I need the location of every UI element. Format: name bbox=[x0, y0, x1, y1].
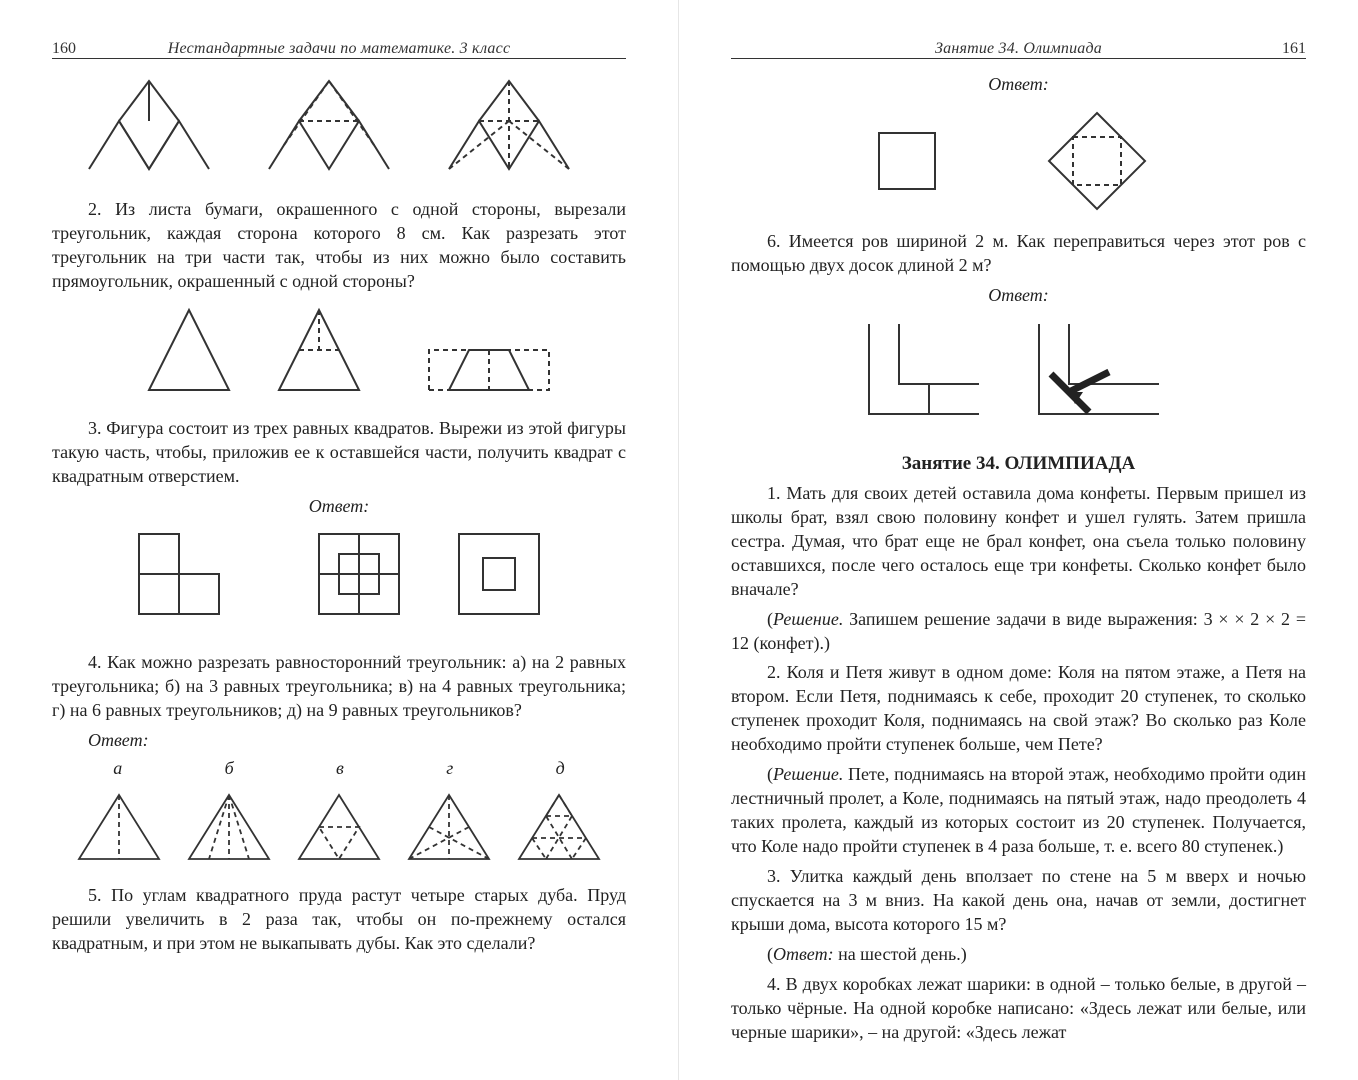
olymp-3: 3. Улитка каждый день вползает по стене … bbox=[731, 865, 1306, 937]
fig2-svg bbox=[109, 300, 569, 400]
triangle-labels: а б в г д bbox=[62, 757, 616, 781]
problem-4: 4. Как можно разрезать равносторонний тр… bbox=[52, 651, 626, 723]
figure-6 bbox=[731, 314, 1306, 441]
fig5-svg bbox=[839, 103, 1199, 213]
olymp-1-solution: (Решение. Запишем решение задачи в виде … bbox=[731, 608, 1306, 656]
answer-label-3: Ответ: bbox=[52, 495, 626, 519]
label-g: г bbox=[446, 757, 453, 781]
olymp-3-answer: (Ответ: на шестой день.) bbox=[731, 943, 1306, 967]
olymp-4: 4. В двух коробках лежат шарики: в одной… bbox=[731, 973, 1306, 1045]
figure-2 bbox=[52, 300, 626, 407]
header-right: Занятие 34. Олимпиада 161 bbox=[731, 36, 1306, 59]
label-c: в bbox=[336, 757, 344, 781]
fig3-svg bbox=[109, 524, 569, 634]
answer-label-6: Ответ: bbox=[731, 284, 1306, 308]
book-spread: 160 Нестандартные задачи по математике. … bbox=[0, 0, 1358, 1080]
figure-3 bbox=[52, 524, 626, 641]
figure-5 bbox=[731, 103, 1306, 220]
page-left: 160 Нестандартные задачи по математике. … bbox=[0, 0, 679, 1080]
body-left: 2. Из листа бумаги, окрашенного с одной … bbox=[52, 198, 626, 956]
answer-label-5: Ответ: bbox=[731, 73, 1306, 97]
body-right: Ответ: 6. Имеется ров шириной 2 м. Как п… bbox=[731, 73, 1306, 1045]
problem-3: 3. Фигура состоит из трех равных квадрат… bbox=[52, 417, 626, 489]
olymp-1: 1. Мать для своих детей оставила дома ко… bbox=[731, 482, 1306, 602]
fig1-svg bbox=[69, 73, 609, 183]
olymp-2: 2. Коля и Петя живут в одном доме: Коля … bbox=[731, 661, 1306, 757]
fig6-svg bbox=[839, 314, 1199, 434]
answer-label-4: Ответ: bbox=[88, 729, 626, 753]
page-right: Занятие 34. Олимпиада 161 Ответ: 6. Име bbox=[679, 0, 1358, 1080]
header-left: 160 Нестандартные задачи по математике. … bbox=[52, 36, 626, 59]
problem-5: 5. По углам квадратного пруда растут чет… bbox=[52, 884, 626, 956]
running-header-left: Нестандартные задачи по математике. 3 кл… bbox=[100, 40, 578, 58]
figure-4 bbox=[52, 787, 626, 874]
label-a: а bbox=[113, 757, 122, 781]
running-header-right: Занятие 34. Олимпиада bbox=[779, 40, 1258, 58]
section-title: Занятие 34. ОЛИМПИАДА bbox=[731, 451, 1306, 476]
problem-6: 6. Имеется ров шириной 2 м. Как переправ… bbox=[731, 230, 1306, 278]
problem-2: 2. Из листа бумаги, окрашенного с одной … bbox=[52, 198, 626, 294]
page-number-right: 161 bbox=[1258, 40, 1306, 58]
label-d: д bbox=[556, 757, 565, 781]
olymp-2-solution: (Решение. Пете, поднимаясь на второй эта… bbox=[731, 763, 1306, 859]
fig4-svg bbox=[59, 787, 619, 867]
label-b: б bbox=[225, 757, 234, 781]
figure-1 bbox=[52, 73, 626, 188]
page-number-left: 160 bbox=[52, 40, 100, 58]
